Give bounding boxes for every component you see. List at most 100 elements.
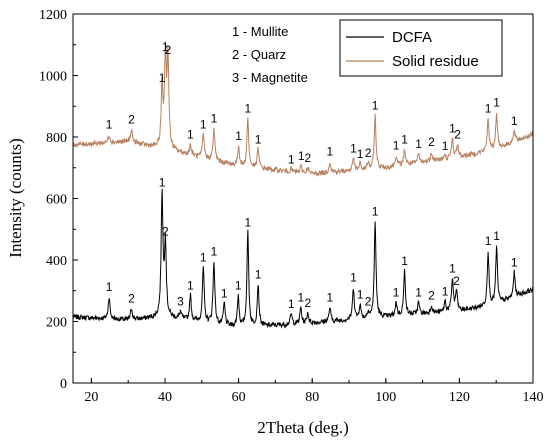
peak-point (359, 163, 360, 164)
peak-point (431, 151, 432, 152)
peak-point (291, 313, 292, 314)
peak-point (131, 308, 132, 309)
peak-label: 1 (211, 111, 218, 125)
peak-point (418, 153, 419, 154)
legend: DCFA Solid residue (339, 19, 503, 77)
peak-label: 1 (449, 122, 456, 136)
peak-point (258, 284, 259, 285)
peak-label: 2 (428, 289, 435, 303)
peak-label: 2 (365, 146, 372, 160)
peak-point (375, 115, 376, 116)
x-tick-label: 120 (449, 390, 470, 405)
peak-point (396, 302, 397, 303)
peak-label: 1 (187, 128, 194, 142)
peak-label: 1 (235, 278, 242, 292)
peak-point (167, 60, 168, 61)
peak-point (165, 241, 166, 242)
x-tick-label: 140 (523, 390, 544, 405)
peak-point (213, 128, 214, 129)
peak-label: 1 (297, 291, 304, 305)
peak-label: 2 (365, 295, 372, 309)
peak-label: 1 (401, 254, 408, 268)
peak-label: 1 (357, 147, 364, 161)
peak-label: 2 (454, 128, 461, 142)
peak-point (161, 87, 162, 88)
peak-point (444, 155, 445, 156)
peak-point (203, 134, 204, 135)
tick-layer: 20 40 60 80 100 120 140 0 200 400 600 800 1000 1200 (39, 8, 544, 405)
peak-point (247, 232, 248, 233)
y-tick-label: 800 (46, 131, 67, 146)
peak-point (514, 272, 515, 273)
x-tick-label: 20 (84, 390, 98, 405)
phase-key-entry-3: 3 - Magnetite (232, 70, 308, 85)
peak-label: 1 (200, 118, 207, 132)
peak-label: 2 (304, 296, 311, 310)
peak-label: 1 (493, 229, 500, 243)
peak-label: 1 (357, 288, 364, 302)
peak-label: 1 (235, 129, 242, 143)
phase-key-entry-1: 1 - Mullite (232, 24, 288, 39)
peak-label: 1 (393, 285, 400, 299)
x-axis-title: 2Theta (deg.) (257, 418, 349, 437)
peak-point (291, 169, 292, 170)
peak-point (307, 167, 308, 168)
peak-point (258, 149, 259, 150)
peak-point (418, 302, 419, 303)
legend-box (339, 19, 503, 77)
peak-point (307, 312, 308, 313)
peak-label: 1 (288, 152, 295, 166)
x-tick-label: 60 (232, 390, 246, 405)
phase-key-entry-2: 2 - Quarz (232, 47, 286, 62)
peak-label: 1 (327, 291, 334, 305)
peak-label: 2 (453, 274, 460, 288)
peak-point (496, 246, 497, 247)
x-tick-label: 40 (158, 390, 172, 405)
peak-label: 1 (511, 114, 518, 128)
peak-label: 1 (159, 175, 166, 189)
peak-label: 1 (493, 95, 500, 109)
peak-label: 1 (106, 280, 113, 294)
peak-point (131, 129, 132, 130)
peak-label: 2 (128, 292, 135, 306)
peak-point (368, 311, 369, 312)
peak-point (224, 303, 225, 304)
peak-label: 1 (350, 142, 357, 156)
x-tick-label: 80 (305, 390, 319, 405)
peak-label: 1 (255, 132, 262, 146)
peak-point (396, 155, 397, 156)
peak-label: 1 (415, 137, 422, 151)
x-tick-label: 100 (375, 390, 396, 405)
peak-label: 1 (449, 261, 456, 275)
peak-point (203, 267, 204, 268)
peak-label: 1 (244, 215, 251, 229)
peak-label: 1 (200, 251, 207, 265)
peak-point (108, 296, 109, 297)
peak-point (108, 134, 109, 135)
series-layer (72, 41, 534, 329)
series-line-solid-residue (72, 41, 534, 178)
peak-label: 1 (415, 285, 422, 299)
peak-label: 1 (298, 149, 305, 163)
peak-point (456, 290, 457, 291)
peak-point (353, 158, 354, 159)
peak-label: 1 (511, 255, 518, 269)
peak-point (488, 250, 489, 251)
y-tick-label: 1000 (39, 70, 67, 85)
peak-label: 1 (401, 132, 408, 146)
y-axis-title: Intensity (counts) (6, 138, 25, 257)
y-tick-label: 400 (46, 254, 67, 269)
peak-label: 1 (442, 285, 449, 299)
peak-point (368, 163, 369, 164)
y-tick-label: 0 (60, 377, 67, 392)
peak-label: 1 (288, 297, 295, 311)
peak-point (496, 112, 497, 113)
peak-label: 1 (485, 102, 492, 116)
peak-label: 1 (255, 268, 262, 282)
peak-point (180, 311, 181, 312)
legend-label-solid-residue: Solid residue (392, 53, 479, 70)
peak-point (359, 304, 360, 305)
peak-point (514, 130, 515, 131)
peak-point (238, 146, 239, 147)
